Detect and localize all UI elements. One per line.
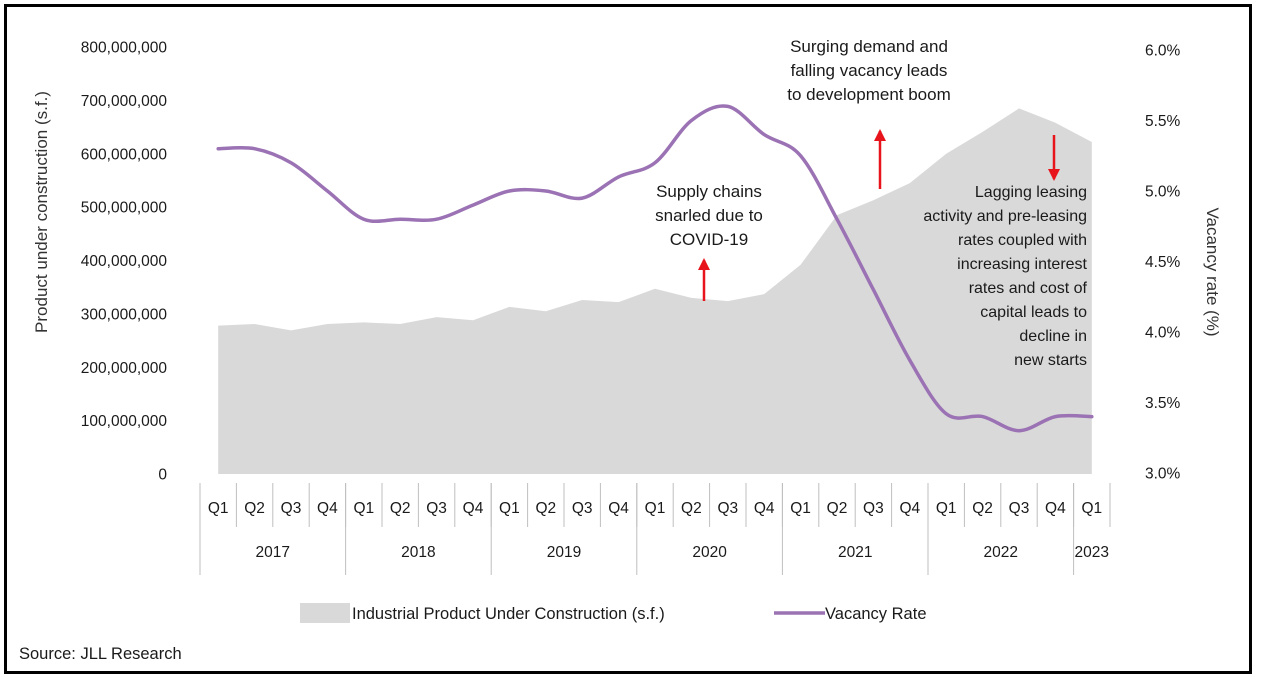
left-tick-label: 700,000,000 — [81, 93, 168, 110]
annotation-text: rates and cost of — [969, 280, 1088, 297]
year-label: 2020 — [692, 544, 727, 561]
legend-area-label: Industrial Product Under Construction (s… — [352, 605, 665, 623]
left-tick-label: 200,000,000 — [81, 360, 168, 377]
chart-canvas: 800,000,000 700,000,000 600,000,000 500,000… — [19, 37, 1222, 663]
quarter-label: Q2 — [827, 500, 848, 517]
area-layer — [218, 108, 1092, 475]
right-tick-label: 3.0% — [1145, 466, 1181, 483]
right-tick-label: 4.5% — [1145, 254, 1181, 271]
year-label: 2019 — [547, 544, 581, 561]
left-tick-label: 0 — [158, 467, 167, 484]
quarter-label: Q3 — [426, 500, 447, 517]
quarter-label: Q2 — [535, 500, 556, 517]
quarter-label: Q1 — [499, 500, 520, 517]
left-tick-label: 400,000,000 — [81, 253, 168, 270]
left-tick-label: 800,000,000 — [81, 40, 168, 57]
year-label: 2021 — [838, 544, 872, 561]
quarter-label: Q3 — [281, 500, 302, 517]
right-axis-ticks: 6.0% 5.5% 5.0% 4.5% 4.0% 3.5% 3.0% — [1145, 43, 1181, 483]
line-layer — [216, 104, 1094, 433]
left-tick-label: 100,000,000 — [81, 413, 168, 430]
annotation-arrow-head — [1048, 169, 1060, 181]
quarter-label: Q3 — [863, 500, 884, 517]
quarter-label: Q3 — [1009, 500, 1030, 517]
annotations: Supply chains snarled due to COVID-19 Surgi… — [655, 37, 1087, 369]
right-tick-label: 3.5% — [1145, 395, 1181, 412]
annotation-text: COVID-19 — [670, 230, 748, 249]
annotation-text: snarled due to — [655, 206, 763, 225]
year-label: 2023 — [1075, 544, 1109, 561]
quarter-label: Q4 — [899, 500, 920, 517]
quarter-label: Q4 — [608, 500, 629, 517]
annotation-text: new starts — [1014, 352, 1087, 369]
left-axis-ticks: 800,000,000 700,000,000 600,000,000 500,000… — [81, 40, 168, 484]
annotation-arrow-head — [698, 258, 710, 270]
quarter-label: Q1 — [790, 500, 811, 517]
construction-area — [218, 108, 1092, 475]
legend: Industrial Product Under Construction (s… — [300, 603, 927, 623]
quarter-label: Q3 — [717, 500, 738, 517]
annotation-text: to development boom — [787, 85, 951, 104]
annotation-text: capital leads to — [980, 304, 1087, 321]
annotation-text: Supply chains — [656, 182, 762, 201]
quarter-label: Q2 — [390, 500, 411, 517]
year-label: 2018 — [401, 544, 435, 561]
quarter-label: Q2 — [972, 500, 993, 517]
annotation-text: decline in — [1019, 328, 1087, 345]
right-tick-label: 5.0% — [1145, 184, 1181, 201]
chart-frame: 800,000,000 700,000,000 600,000,000 500,000… — [4, 4, 1252, 674]
right-tick-label: 6.0% — [1145, 43, 1181, 60]
vacancy-rate-line — [216, 104, 1094, 433]
annotation-text: increasing interest — [957, 256, 1087, 273]
x-axis: Q1 Q2 Q3 Q4 Q1 Q2 Q3 Q4 Q1 Q2 Q3 Q4 Q1 Q2 Q3 Q4 Q1 Q2 Q3 Q4… — [199, 483, 1111, 575]
quarter-label: Q1 — [208, 500, 229, 517]
right-tick-label: 4.0% — [1145, 325, 1181, 342]
quarter-label: Q4 — [463, 500, 484, 517]
year-label: 2017 — [256, 544, 290, 561]
quarter-label: Q1 — [645, 500, 666, 517]
right-tick-label: 5.5% — [1145, 113, 1181, 130]
quarter-label: Q1 — [353, 500, 374, 517]
quarter-label: Q1 — [1081, 500, 1102, 517]
annotation-text: Surging demand and — [790, 37, 948, 56]
source-note: Source: JLL Research — [19, 645, 182, 663]
right-axis-title: Vacancy rate (%) — [1203, 207, 1222, 336]
quarter-label: Q4 — [317, 500, 338, 517]
legend-area-swatch — [300, 603, 350, 623]
legend-line-label: Vacancy Rate — [825, 605, 927, 623]
quarter-label: Q2 — [244, 500, 265, 517]
annotation-text: falling vacancy leads — [791, 61, 948, 80]
annotation-text: activity and pre-leasing — [923, 208, 1087, 225]
left-tick-label: 500,000,000 — [81, 200, 168, 217]
year-label: 2022 — [984, 544, 1018, 561]
left-axis-title: Product under construction (s.f.) — [32, 91, 51, 333]
annotation-text: rates coupled with — [958, 232, 1087, 249]
quarter-label: Q2 — [681, 500, 702, 517]
quarter-label: Q1 — [936, 500, 957, 517]
annotation-text: Lagging leasing — [975, 184, 1087, 201]
quarter-label: Q4 — [754, 500, 775, 517]
left-tick-label: 300,000,000 — [81, 306, 168, 323]
quarter-label: Q4 — [1045, 500, 1066, 517]
left-tick-label: 600,000,000 — [81, 146, 168, 163]
annotation-arrow-head — [874, 129, 886, 141]
quarter-label: Q3 — [572, 500, 593, 517]
